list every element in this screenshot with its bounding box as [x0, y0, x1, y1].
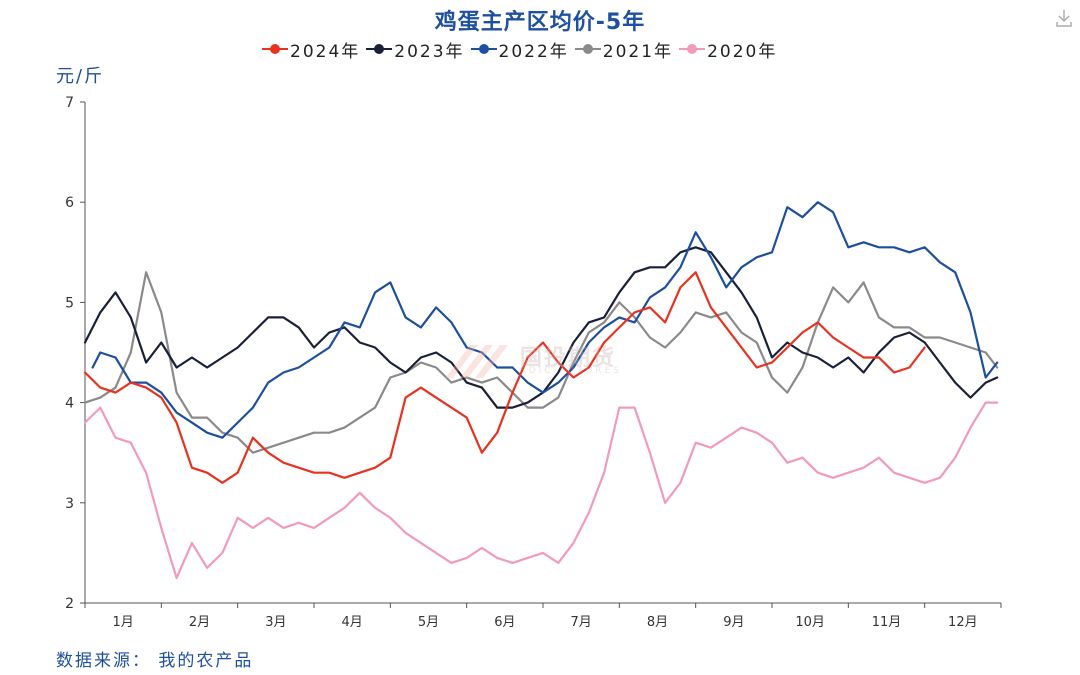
legend-item[interactable]: 2024年	[262, 37, 360, 62]
chart-axes: 2 3 4 5 6 7 1月 2月 3月 4月 5月 6月 7月 8月 9月 10月 11月 12月	[65, 95, 1002, 630]
watermark-text: 国投期货	[520, 346, 617, 371]
watermark-subtext: SDIC FUTURES	[520, 366, 622, 376]
y-tick-label: 7	[65, 95, 74, 111]
y-tick-label: 3	[65, 496, 74, 512]
y-tick-label: 5	[65, 295, 74, 311]
legend-item[interactable]: 2020年	[679, 37, 777, 62]
series-line-2021年	[83, 271, 999, 454]
download-icon[interactable]	[1055, 8, 1073, 28]
x-tick-label: 10月	[795, 615, 825, 630]
chart-series-layer	[83, 201, 999, 580]
chart-title: 鸡蛋主产区均价-5年	[434, 10, 646, 35]
x-tick-label: 11月	[872, 615, 902, 630]
y-axis-unit-label: 元/斤	[56, 66, 105, 87]
legend-item[interactable]: 2022年	[470, 37, 569, 62]
data-source-note: 数据来源： 我的农产品	[56, 651, 254, 671]
x-tick-label: 9月	[723, 615, 744, 630]
legend-label: 2020年	[707, 41, 778, 62]
legend-label: 2024年	[290, 41, 361, 62]
chart-legend: 2024年 2023年 2022年 2021年 2020年	[262, 37, 783, 62]
legend-marker	[262, 44, 288, 54]
watermark-logo	[445, 345, 508, 378]
x-tick-label: 2月	[189, 615, 210, 630]
legend-label: 2023年	[394, 41, 465, 62]
y-tick-label: 2	[65, 596, 74, 612]
x-tick-label: 5月	[418, 615, 439, 630]
x-tick-label: 12月	[948, 615, 978, 630]
x-tick-label: 8月	[647, 615, 668, 630]
legend-label: 2022年	[498, 41, 569, 62]
y-tick-label: 4	[65, 396, 74, 412]
x-tick-label: 6月	[494, 615, 515, 630]
x-tick-label: 4月	[342, 615, 363, 630]
series-line-2024年	[83, 271, 926, 484]
legend-marker	[470, 44, 497, 54]
series-line-2022年	[91, 201, 999, 439]
series-line-2023年	[83, 246, 999, 409]
y-tick-label: 6	[65, 195, 74, 211]
legend-marker	[574, 44, 601, 54]
legend-label: 2021年	[602, 41, 674, 62]
series-line-2020年	[83, 401, 999, 580]
legend-marker	[366, 44, 393, 54]
x-tick-label: 7月	[571, 615, 592, 630]
legend-item[interactable]: 2021年	[574, 37, 674, 62]
x-tick-label: 1月	[113, 615, 134, 630]
watermark: 国投期货 SDIC FUTURES	[440, 340, 640, 380]
x-tick-label: 3月	[265, 615, 286, 630]
legend-marker	[679, 44, 706, 54]
legend-item[interactable]: 2023年	[366, 37, 464, 62]
